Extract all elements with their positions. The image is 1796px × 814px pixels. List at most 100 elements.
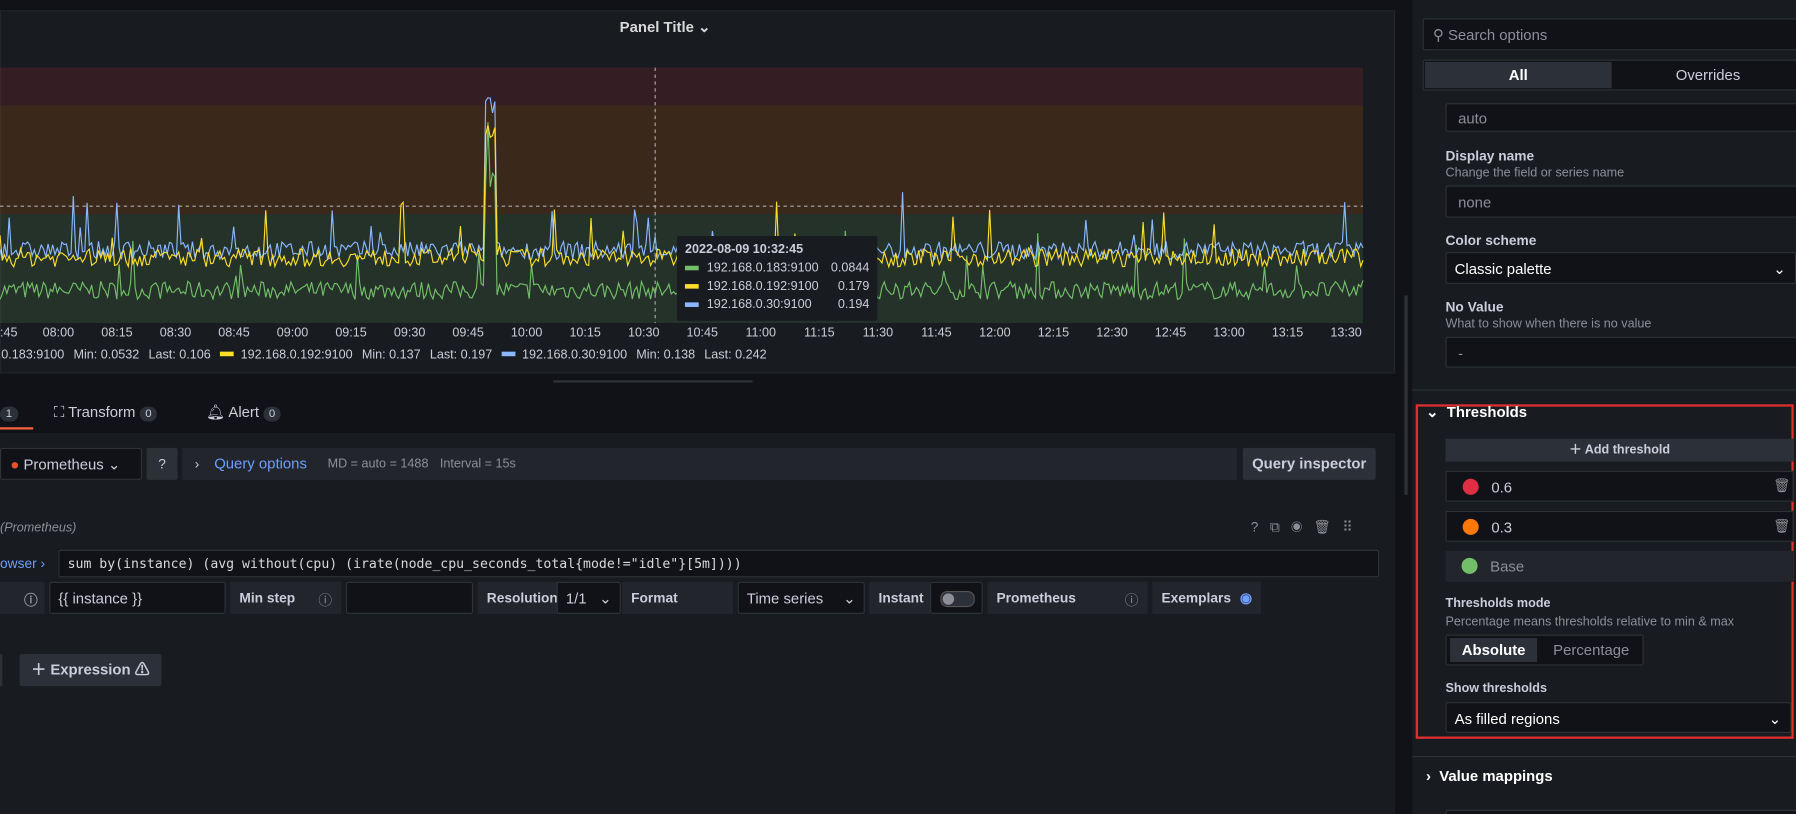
tab[interactable]: 1: [0, 404, 18, 422]
x-tick-label: 13:15: [1272, 326, 1303, 340]
query-inspector[interactable]: Query inspector: [1242, 447, 1376, 480]
legend-input[interactable]: {{ instance }}: [49, 581, 226, 614]
tab-badge: 1: [0, 406, 18, 422]
query-options-bar[interactable]: [182, 447, 1238, 480]
scrollbar[interactable]: [1404, 295, 1408, 495]
tab-overrides[interactable]: Overrides: [1675, 66, 1741, 84]
help-button[interactable]: ?: [146, 447, 178, 480]
resolution-select[interactable]: 1/1 ⌄: [556, 581, 621, 614]
panel-title-text: Panel Title: [619, 18, 694, 36]
tab[interactable]: 🔔︎ Alert 0: [206, 403, 282, 422]
x-tick-label: 08:00: [43, 326, 74, 340]
metrics-browser[interactable]: owser ›: [0, 555, 46, 572]
field-description: Change the field or series name: [1445, 166, 1625, 180]
tab[interactable]: ⛶ Transform 0: [54, 403, 158, 422]
label-text: Min step: [239, 589, 296, 606]
search-input[interactable]: ⚲ Search options: [1422, 18, 1796, 51]
expression-button[interactable]: ＋ Expression ⚠: [19, 654, 162, 687]
x-tick-label: 09:45: [452, 326, 483, 340]
threshold-color: [1462, 518, 1479, 535]
field-label: Show thresholds: [1445, 681, 1548, 696]
legend: .0.183:9100 Min: 0.0532 Last: 0.106 192.168…: [0, 348, 767, 362]
options-pane: [1412, 0, 1796, 814]
threshold-row[interactable]: 0.3 🗑︎: [1445, 510, 1794, 542]
x-tick-label: 09:30: [394, 326, 425, 340]
x-tick-label: 12:45: [1155, 326, 1186, 340]
select[interactable]: Classic palette ⌄: [1445, 251, 1796, 285]
x-tick-label: 11:15: [804, 326, 835, 340]
query-actions[interactable]: ?⧉◉🗑︎⠿: [1250, 518, 1364, 535]
resize-handle[interactable]: [553, 380, 753, 383]
label-text: Prometheus: [996, 589, 1076, 606]
field-label: No Value: [1445, 298, 1504, 315]
input[interactable]: [1445, 809, 1796, 814]
query-expression: sum by(instance) (avg without(cpu) (irat…: [67, 555, 742, 572]
legend-name: 192.168.0.30:9100: [522, 348, 628, 362]
select-value: 1/1: [565, 589, 587, 608]
threshold-color: [1461, 557, 1478, 574]
x-tick-label: 10:30: [628, 326, 659, 340]
threshold-row[interactable]: Base: [1445, 550, 1794, 582]
section-title: Thresholds: [1446, 403, 1528, 421]
instant-toggle[interactable]: [930, 581, 983, 614]
input[interactable]: -: [1445, 336, 1796, 368]
min-step-input[interactable]: [345, 581, 474, 614]
tab-label: Transform: [68, 403, 136, 421]
label: Prometheus ⓘ: [987, 581, 1148, 614]
query-input[interactable]: sum by(instance) (avg without(cpu) (irat…: [58, 549, 1380, 578]
legend-last: Last: 0.242: [704, 348, 767, 362]
select[interactable]: As filled regions ⌄: [1445, 702, 1792, 734]
section-header[interactable]: › Value mappings: [1426, 767, 1553, 785]
radio-option[interactable]: Absolute: [1450, 637, 1538, 663]
format-select[interactable]: Time series ⌄: [737, 581, 865, 614]
add-threshold[interactable]: ＋ Add threshold: [1445, 438, 1794, 462]
legend-swatch: [219, 351, 234, 357]
tab-badge: 0: [139, 406, 158, 422]
query-options[interactable]: Query options: [214, 454, 307, 472]
x-tick-label: :45: [0, 326, 18, 340]
tab-label: Alert: [228, 403, 260, 421]
x-tick-label: 13:30: [1330, 326, 1361, 340]
x-tick-label: 11:45: [921, 326, 952, 340]
x-tick-label: 10:15: [569, 326, 600, 340]
x-tick-label: 12:15: [1038, 326, 1069, 340]
threshold-value: Base: [1490, 557, 1525, 575]
x-tick-label: 12:30: [1096, 326, 1127, 340]
button-label: Add threshold: [1584, 443, 1671, 458]
info-icon: ⓘ: [0, 581, 45, 614]
datasource-name: Prometheus: [23, 455, 104, 474]
button-label: Expression: [50, 660, 131, 679]
tab-all[interactable]: All: [1424, 61, 1612, 89]
panel-title[interactable]: Panel Title ⌄: [619, 18, 711, 36]
legend-name: .0.183:9100: [0, 348, 65, 362]
tooltip-series: 192.168.0.183:9100: [707, 260, 819, 274]
threshold-color: [1462, 478, 1479, 495]
section-title: Value mappings: [1439, 767, 1553, 785]
delete-icon: 🗑︎: [1773, 477, 1791, 494]
legend-swatch: [501, 351, 516, 357]
field-description: Percentage means thresholds relative to …: [1445, 615, 1735, 629]
radio-option[interactable]: Percentage: [1553, 641, 1630, 659]
divider: [1412, 389, 1796, 391]
field-label: Thresholds mode: [1445, 596, 1551, 611]
delete-icon: 🗑︎: [1773, 517, 1791, 534]
x-tick-label: 08:15: [101, 326, 132, 340]
section-header[interactable]: ⌄ Thresholds: [1426, 403, 1528, 421]
field-label: Color scheme: [1445, 232, 1537, 249]
label: Instant: [869, 581, 931, 614]
input[interactable]: none: [1445, 185, 1796, 218]
tooltip-swatch: [684, 284, 699, 289]
input[interactable]: auto: [1445, 103, 1796, 132]
chart: :45 08:00 08:15 08:30 08:45 09:00 09:15 09:30 09…: [0, 67, 1364, 340]
datasource-picker[interactable]: ● Prometheus ⌄: [0, 447, 143, 480]
interval: Interval = 15s: [439, 457, 516, 471]
field-description: What to show when there is no value: [1445, 317, 1652, 332]
threshold-region: [0, 67, 1364, 106]
tooltip-series: 192.168.0.30:9100: [707, 297, 812, 311]
threshold-row[interactable]: 0.6 🗑︎: [1445, 470, 1794, 502]
legend-min: Min: 0.137: [361, 348, 421, 362]
select-value: Time series: [746, 589, 824, 608]
x-tick-label: 12:00: [979, 326, 1010, 340]
tooltip-series: 192.168.0.192:9100: [707, 279, 819, 293]
